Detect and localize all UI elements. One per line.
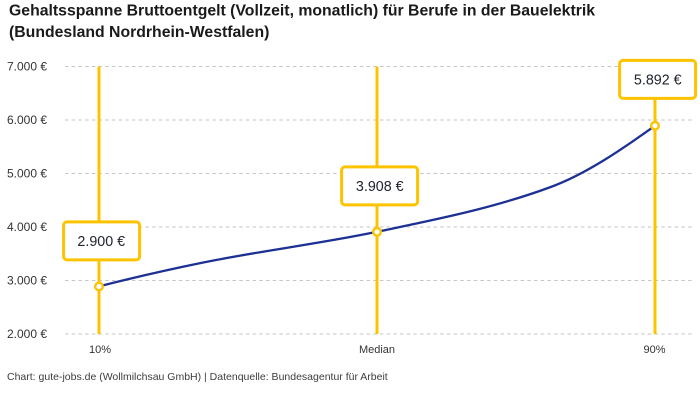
- svg-text:Median: Median: [359, 344, 395, 356]
- svg-text:5.892 €: 5.892 €: [634, 73, 682, 89]
- svg-text:4.000 €: 4.000 €: [7, 220, 47, 234]
- svg-text:90%: 90%: [643, 344, 665, 356]
- svg-text:10%: 10%: [89, 344, 111, 356]
- svg-text:(Bundesland Nordrhein-Westfale: (Bundesland Nordrhein-Westfalen): [9, 24, 269, 41]
- svg-text:5.000 €: 5.000 €: [7, 167, 47, 181]
- svg-text:7.000 €: 7.000 €: [7, 60, 47, 74]
- svg-text:2.900 €: 2.900 €: [77, 234, 125, 250]
- svg-text:Chart: gute-jobs.de (Wollmilch: Chart: gute-jobs.de (Wollmilchsau GmbH) …: [7, 371, 388, 383]
- svg-text:3.908 €: 3.908 €: [356, 179, 404, 195]
- svg-text:3.000 €: 3.000 €: [7, 274, 47, 288]
- svg-text:2.000 €: 2.000 €: [7, 327, 47, 341]
- svg-text:6.000 €: 6.000 €: [7, 113, 47, 127]
- svg-text:Gehaltsspanne Bruttoentgelt (V: Gehaltsspanne Bruttoentgelt (Vollzeit, m…: [9, 3, 595, 20]
